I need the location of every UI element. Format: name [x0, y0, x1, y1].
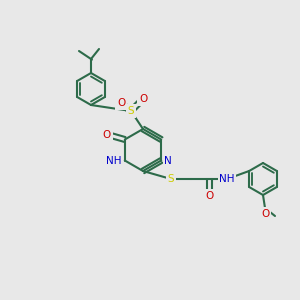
Text: O: O	[103, 130, 111, 140]
Text: O: O	[139, 94, 147, 104]
Text: O: O	[261, 209, 269, 219]
Text: S: S	[128, 106, 134, 116]
Text: S: S	[168, 174, 174, 184]
Text: O: O	[117, 98, 125, 108]
Text: NH: NH	[219, 174, 235, 184]
Text: NH: NH	[106, 155, 122, 166]
Text: N: N	[164, 155, 172, 166]
Text: O: O	[205, 191, 213, 201]
